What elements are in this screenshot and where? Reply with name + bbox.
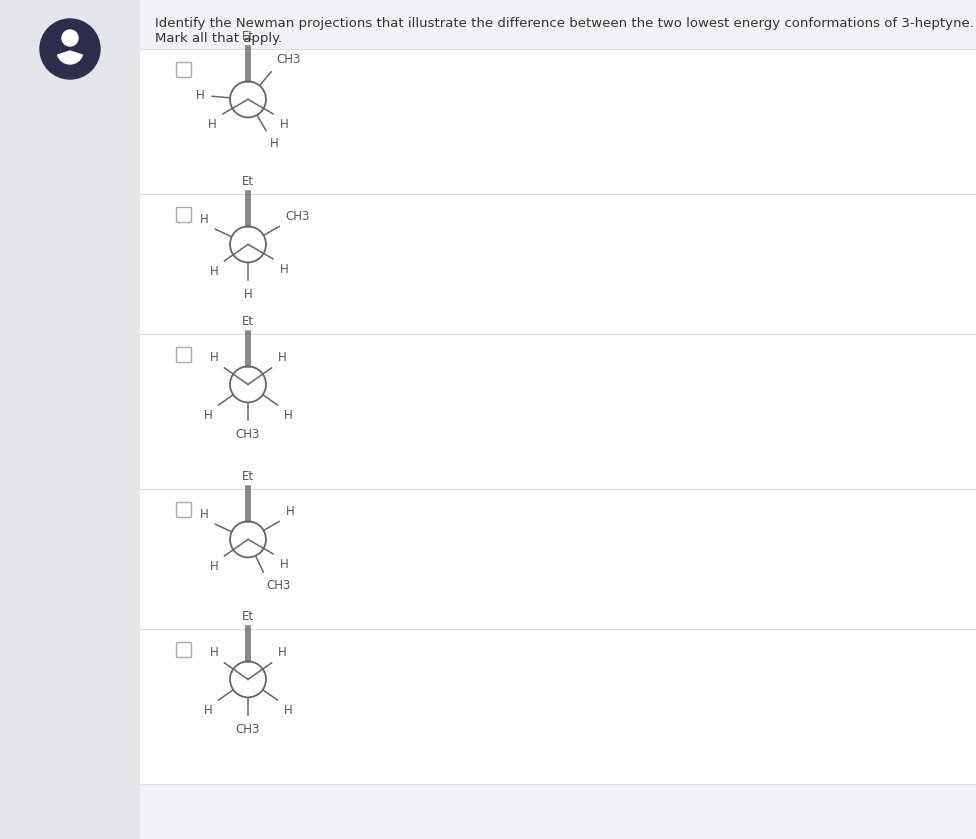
Text: H: H — [278, 645, 287, 659]
Text: CH3: CH3 — [286, 210, 310, 222]
Text: Identify the Newman projections that illustrate the difference between the two l: Identify the Newman projections that ill… — [155, 17, 974, 30]
Text: H: H — [204, 409, 213, 422]
Text: Et: Et — [242, 30, 254, 44]
FancyBboxPatch shape — [176, 502, 190, 517]
Text: H: H — [196, 89, 205, 102]
Text: H: H — [269, 137, 278, 150]
FancyBboxPatch shape — [176, 642, 190, 656]
FancyBboxPatch shape — [140, 49, 976, 784]
Text: Et: Et — [242, 471, 254, 483]
Text: H: H — [210, 265, 219, 279]
Circle shape — [40, 19, 100, 79]
Text: H: H — [284, 705, 293, 717]
FancyBboxPatch shape — [0, 0, 140, 839]
FancyBboxPatch shape — [176, 206, 190, 221]
Text: H: H — [208, 117, 217, 131]
Text: H: H — [278, 351, 287, 363]
Text: Et: Et — [242, 175, 254, 188]
Wedge shape — [58, 51, 82, 64]
Text: H: H — [244, 288, 253, 301]
Text: H: H — [279, 558, 288, 571]
Text: CH3: CH3 — [236, 723, 261, 736]
Text: H: H — [200, 213, 209, 226]
Text: CH3: CH3 — [236, 428, 261, 441]
Text: H: H — [279, 117, 288, 131]
Text: H: H — [200, 508, 209, 521]
Text: H: H — [210, 351, 219, 363]
Text: H: H — [210, 560, 219, 573]
FancyBboxPatch shape — [176, 61, 190, 76]
Text: CH3: CH3 — [276, 53, 301, 66]
Circle shape — [62, 30, 78, 46]
Text: Et: Et — [242, 610, 254, 623]
Text: CH3: CH3 — [266, 579, 291, 591]
Text: H: H — [204, 705, 213, 717]
Text: H: H — [279, 263, 288, 275]
Text: H: H — [284, 409, 293, 422]
FancyBboxPatch shape — [176, 347, 190, 362]
Text: Mark all that apply.: Mark all that apply. — [155, 32, 282, 45]
Text: Et: Et — [242, 315, 254, 328]
Text: H: H — [286, 504, 295, 518]
Text: H: H — [210, 645, 219, 659]
